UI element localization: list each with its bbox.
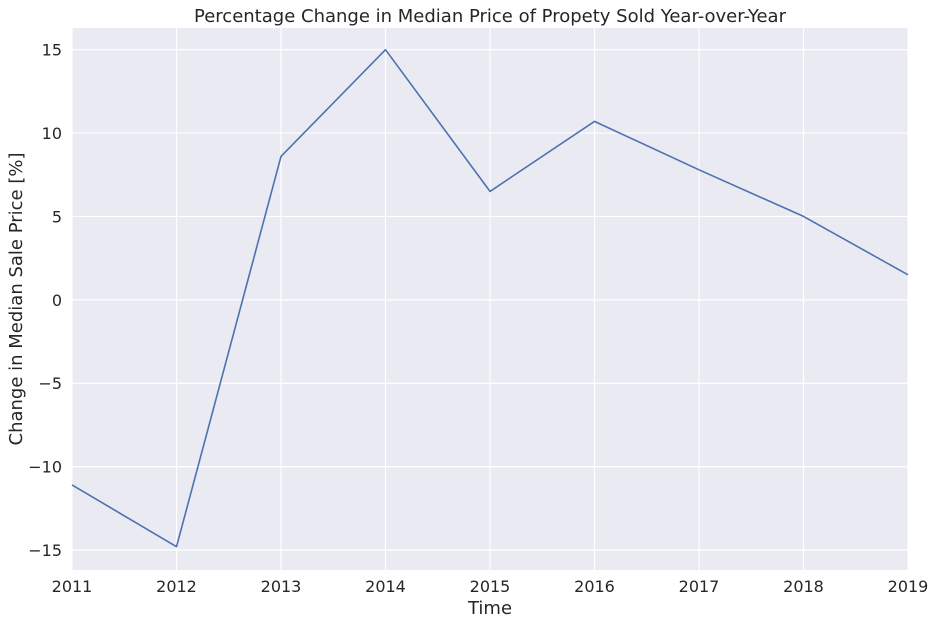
x-axis-label: Time xyxy=(467,598,512,619)
y-tick-label: −15 xyxy=(28,541,62,560)
tick-labels: 2011 2012 2013 2014 2015 2016 2017 2018 2019 15 10… xyxy=(28,41,928,596)
x-tick-label: 2011 xyxy=(52,577,93,596)
series-layer xyxy=(71,48,909,548)
x-tick-label: 2017 xyxy=(679,577,720,596)
x-tick-label: 2016 xyxy=(574,577,615,596)
chart-title: Percentage Change in Median Price of Pro… xyxy=(194,6,787,27)
y-tick-label: 5 xyxy=(52,207,62,226)
x-tick-label: 2013 xyxy=(261,577,302,596)
y-tick-label: −5 xyxy=(38,374,62,393)
x-tick-label: 2018 xyxy=(783,577,824,596)
y-tick-label: 10 xyxy=(42,124,62,143)
x-tick-label: 2019 xyxy=(888,577,929,596)
x-tick-label: 2015 xyxy=(470,577,511,596)
y-tick-label: 15 xyxy=(42,41,62,60)
y-axis-label: Change in Median Sale Price [%] xyxy=(6,153,27,446)
grid-lines xyxy=(71,28,909,570)
y-tick-label: −10 xyxy=(28,458,62,477)
series-line xyxy=(71,48,909,548)
x-tick-label: 2014 xyxy=(365,577,406,596)
y-tick-label: 0 xyxy=(52,291,62,310)
x-tick-label: 2012 xyxy=(156,577,197,596)
